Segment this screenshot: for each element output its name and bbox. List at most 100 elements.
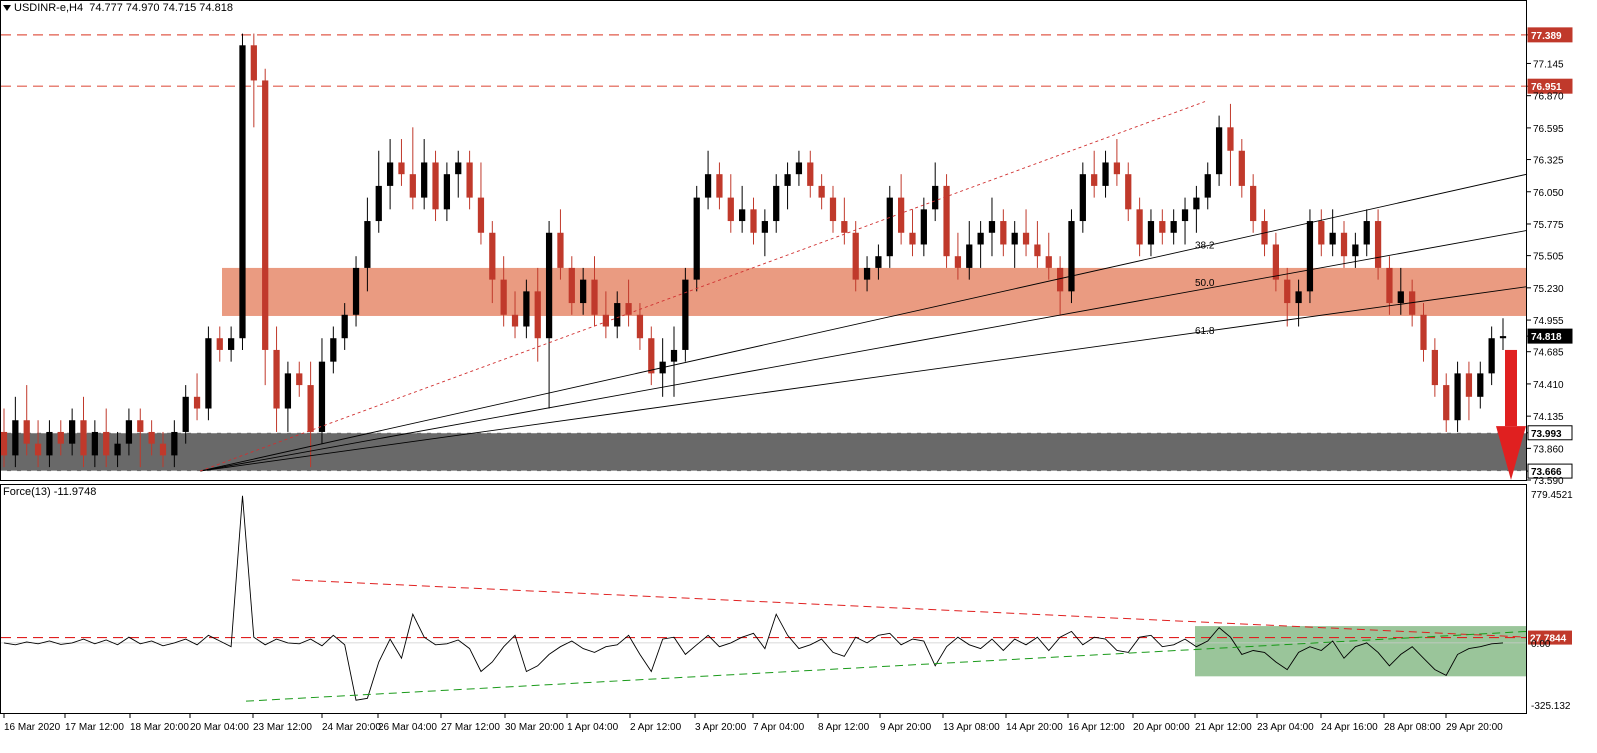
x-tick-label: 21 Apr 12:00 [1195, 722, 1252, 733]
candle-body [1431, 349, 1438, 386]
candle-body [1295, 291, 1302, 304]
candle-body [988, 221, 996, 233]
candle-body [1250, 185, 1257, 222]
candle-body [1318, 221, 1325, 245]
candle-body [409, 174, 416, 198]
resistance-zone [222, 267, 1527, 316]
candle-body [159, 443, 167, 456]
candle-body [1102, 162, 1109, 186]
candle-body [875, 256, 882, 268]
candle-body [1363, 221, 1370, 245]
price-tick-label: 74.135 [1533, 412, 1564, 423]
candle-body [1079, 174, 1086, 222]
candle-body [670, 349, 678, 362]
x-tick-label: 2 Apr 12:00 [630, 722, 682, 733]
candle-body [12, 420, 19, 456]
candle-body [1068, 221, 1075, 292]
candle-body [1045, 256, 1052, 268]
candle-body [648, 338, 655, 374]
x-tick-label: 27 Mar 12:00 [441, 722, 500, 733]
candle-body [1443, 385, 1450, 421]
candle-body [125, 420, 133, 444]
candle-body [1386, 267, 1393, 304]
fan-line-38 [199, 173, 1528, 472]
force-uptrend-line [245, 630, 1528, 702]
candle-body [375, 185, 382, 222]
x-tick-label: 1 Apr 04:00 [567, 722, 619, 733]
force-zone [1195, 626, 1527, 677]
price-tick-label: 73.590 [1533, 476, 1564, 487]
candle-body [182, 396, 189, 432]
price-tick-label: 75.230 [1533, 284, 1564, 295]
candle-body [364, 221, 371, 268]
force-tick-label: 779.4521 [1531, 490, 1573, 501]
candle-body [432, 162, 439, 210]
price-tick-label: 76.325 [1533, 156, 1564, 167]
price-tick-label: 75.775 [1533, 220, 1564, 231]
x-tick-label: 9 Apr 20:00 [880, 722, 932, 733]
candle-body [739, 209, 746, 222]
candle-body [1340, 232, 1348, 257]
candle-body [103, 431, 110, 456]
collapse-triangle-icon[interactable] [3, 5, 11, 12]
price-tick-label: 74.955 [1533, 316, 1564, 327]
candle-body [46, 431, 53, 456]
candle-body [114, 443, 121, 456]
candle-body [489, 232, 496, 280]
candle-body [477, 197, 485, 233]
x-tick-label: 17 Mar 12:00 [65, 722, 124, 733]
x-tick-label: 30 Mar 20:00 [505, 722, 564, 733]
price-tick-label: 75.505 [1533, 252, 1564, 263]
candle-body [943, 185, 950, 257]
candle-body [307, 385, 314, 432]
candle-body [761, 221, 768, 233]
candle-body [1238, 150, 1245, 186]
force-line [3, 495, 1504, 701]
price-label-box [1527, 463, 1573, 479]
price-tick-label: 76.595 [1533, 124, 1564, 135]
candle-body [91, 431, 98, 456]
x-tick-label: 8 Apr 12:00 [818, 722, 870, 733]
candle-body [773, 185, 780, 222]
candle-body [250, 45, 257, 81]
candle-body [341, 314, 348, 339]
x-tick-label: 23 Mar 12:00 [253, 722, 312, 733]
candle-body [239, 45, 246, 339]
candle-body [398, 162, 405, 175]
candle-body [296, 373, 303, 386]
price-tick-label: 77.145 [1533, 59, 1564, 70]
candle-body [829, 197, 837, 222]
price-label: 77.389 [1531, 31, 1562, 42]
candle-body [69, 420, 76, 444]
price-tick-label: 76.870 [1533, 92, 1564, 103]
candle-body [1215, 127, 1223, 175]
price-label-box [1527, 27, 1573, 43]
x-tick-label: 24 Apr 16:00 [1321, 722, 1378, 733]
price-tick-label: 76.050 [1533, 188, 1564, 199]
indicator-title: Force(13) -11.9748 [3, 486, 97, 498]
candle-body [682, 279, 689, 350]
candle-body [784, 174, 791, 186]
candle-body [966, 244, 973, 268]
candle-body [898, 197, 905, 233]
candle-body [1159, 221, 1166, 233]
candle-body [863, 267, 871, 280]
candle-body [1170, 221, 1177, 233]
candle-body [273, 349, 280, 409]
x-tick-label: 23 Apr 04:00 [1257, 722, 1314, 733]
candle-body [557, 232, 564, 268]
candle-body [636, 314, 644, 339]
candle-body [693, 197, 700, 280]
candle-body [511, 314, 519, 327]
trend-guide-line [199, 101, 1206, 472]
force-panel [1, 495, 1528, 702]
candle-body [727, 197, 734, 222]
candle-body [171, 431, 178, 456]
candle-body [318, 361, 326, 432]
x-tick-label: 26 Mar 04:00 [378, 722, 437, 733]
candle-body [330, 338, 337, 362]
down-arrow-icon [1496, 426, 1526, 480]
price-panel: 38.2 50.0 61.8 [0, 33, 1528, 480]
candle-body [1147, 221, 1155, 245]
